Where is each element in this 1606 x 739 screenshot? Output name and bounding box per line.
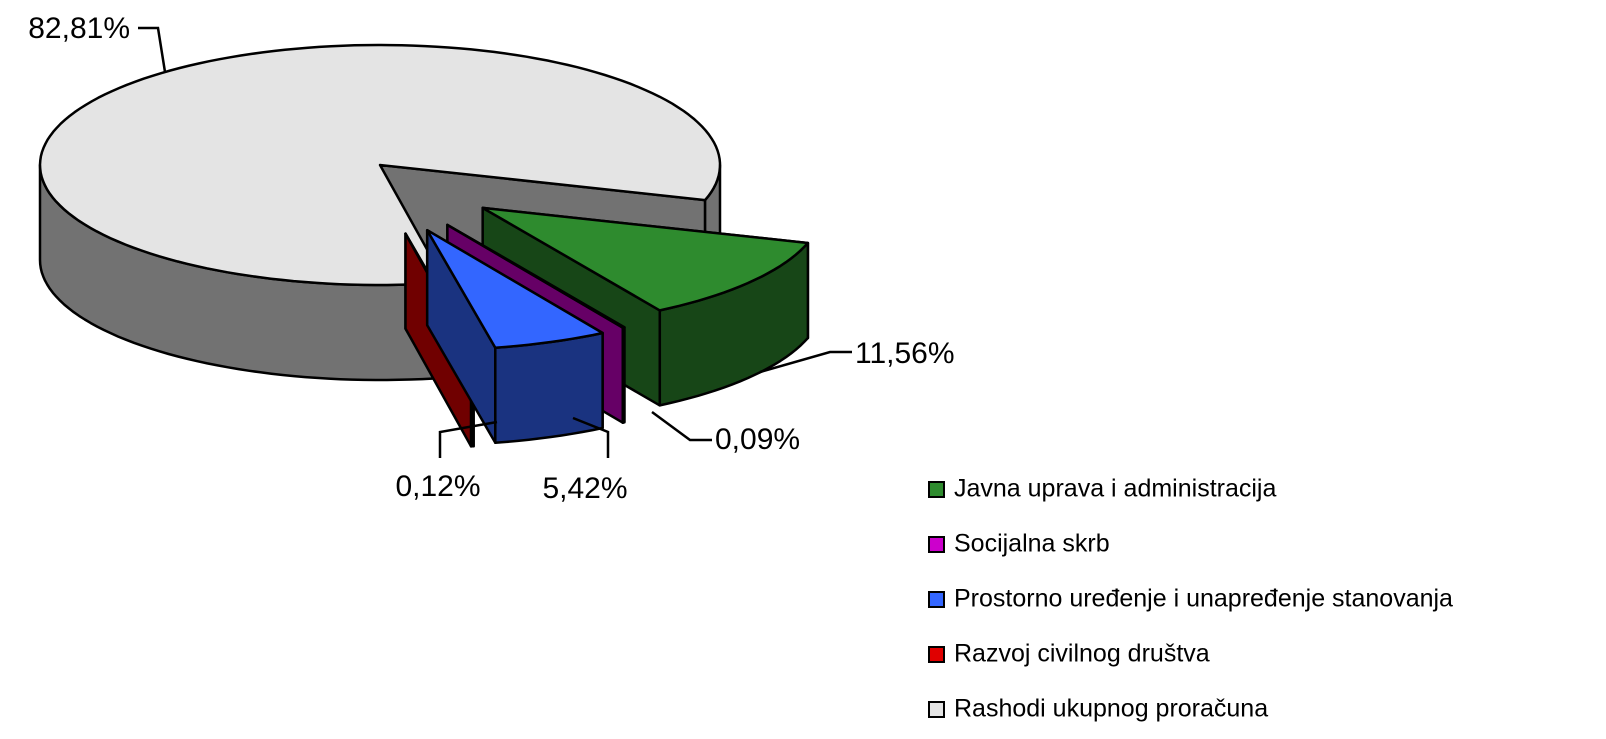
legend-label: Javna uprava i administracija	[954, 475, 1276, 503]
legend-swatch	[928, 646, 945, 663]
legend-label: Razvoj civilnog društva	[954, 640, 1210, 668]
data-label: 0,12%	[395, 470, 480, 503]
leader-line	[759, 350, 852, 374]
leader-line	[138, 26, 167, 73]
leader-line	[572, 416, 610, 458]
data-label: 11,56%	[855, 337, 955, 370]
legend-label: Rashodi ukupnog proračuna	[954, 695, 1268, 723]
legend-swatch	[928, 591, 945, 608]
slice	[425, 228, 604, 445]
slice	[446, 223, 626, 329]
legend-label: Socijalna skrb	[954, 530, 1110, 558]
slice-side	[621, 326, 626, 424]
legend-swatch	[928, 481, 945, 498]
leader-line	[651, 410, 712, 442]
slice	[38, 43, 722, 287]
legend-swatch	[928, 701, 945, 718]
slice-side	[494, 331, 604, 445]
data-label: 5,42%	[542, 472, 627, 505]
leader-line	[438, 420, 498, 458]
slice	[425, 228, 604, 350]
legend-swatch	[928, 536, 945, 553]
slice	[481, 206, 810, 312]
data-label: 0,09%	[715, 423, 800, 456]
legend-label: Prostorno uređenje i unapređenje stanova…	[954, 585, 1453, 613]
data-label: 82,81%	[28, 12, 130, 45]
